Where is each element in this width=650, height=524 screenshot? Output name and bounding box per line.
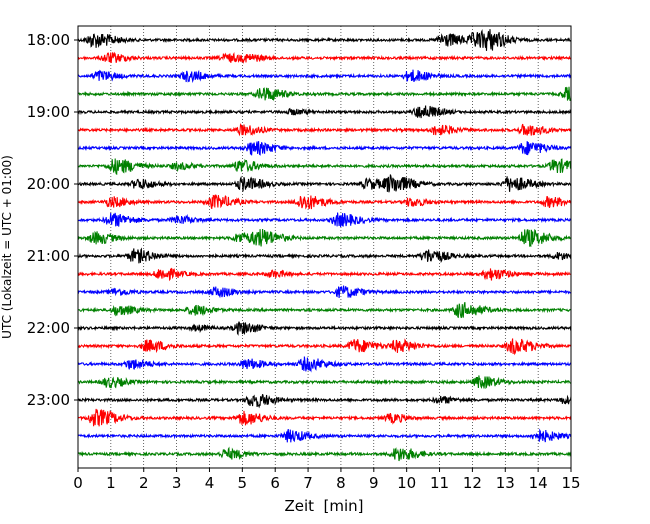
trace-line — [77, 247, 572, 264]
trace-line — [77, 408, 572, 427]
x-tick-label: 4 — [205, 474, 215, 492]
y-tick-label: 18:00 — [27, 31, 70, 49]
trace-line — [77, 86, 572, 102]
plot-frame — [77, 25, 572, 469]
y-tick-label: 21:00 — [27, 247, 70, 265]
x-tick-label: 15 — [561, 474, 580, 492]
trace-line — [77, 428, 572, 443]
y-tick-label: 22:00 — [27, 319, 70, 337]
trace-line — [77, 122, 572, 137]
x-tick-label: 5 — [238, 474, 248, 492]
x-tick-label: 1 — [106, 474, 116, 492]
y-axis-label: UTC (Lokalzeit = UTC + 01:00) — [0, 155, 14, 339]
trace-line — [77, 394, 572, 409]
y-tick-label: 19:00 — [27, 103, 70, 121]
trace-line — [77, 212, 572, 228]
x-tick-label: 6 — [270, 474, 280, 492]
trace-group — [77, 29, 572, 462]
trace-line — [77, 105, 572, 119]
x-tick-label: 12 — [463, 474, 482, 492]
trace-line — [77, 228, 572, 248]
x-tick-label: 9 — [369, 474, 379, 492]
y-tick-label: 20:00 — [27, 175, 70, 193]
trace-line — [77, 29, 572, 51]
trace-line — [77, 356, 572, 373]
x-tick-label: 13 — [496, 474, 515, 492]
x-tick-label: 0 — [73, 474, 83, 492]
x-tick-label: 14 — [529, 474, 548, 492]
trace-line — [77, 267, 572, 282]
trace-line — [77, 141, 572, 156]
x-axis-label: Zeit [min] — [284, 497, 363, 515]
trace-line — [78, 446, 572, 462]
x-tick-label: 7 — [303, 474, 313, 492]
x-tick-label: 8 — [336, 474, 346, 492]
y-tick-label: 23:00 — [27, 391, 70, 409]
trace-line — [77, 194, 572, 210]
x-tick-label: 11 — [430, 474, 449, 492]
trace-line — [77, 158, 572, 176]
trace-line — [77, 301, 572, 319]
trace-line — [77, 338, 572, 356]
x-tick-label: 10 — [397, 474, 416, 492]
trace-line — [77, 69, 572, 84]
trace-line — [77, 375, 572, 390]
x-tick-label: 2 — [139, 474, 149, 492]
trace-line — [77, 51, 572, 65]
x-axis: 0 1 2 3 4 5 6 7 8 9 10 11 12 13 14 15 — [73, 468, 581, 492]
trace-line — [77, 174, 572, 193]
y-axis: 18:00 19:00 20:00 21:00 22:00 23:00 — [27, 31, 78, 409]
trace-line — [77, 285, 572, 299]
trace-line — [77, 321, 572, 336]
x-tick-label: 3 — [172, 474, 182, 492]
